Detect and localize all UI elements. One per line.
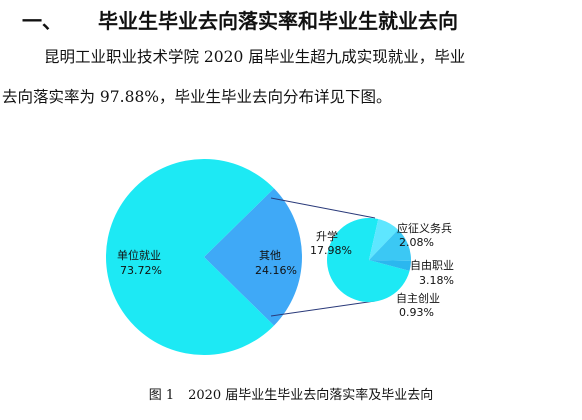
figure-caption-text: 2020 届毕业生毕业去向落实率及毕业去向 xyxy=(188,388,434,403)
label-employment-name: 单位就业 xyxy=(117,248,161,262)
sub-slice-2 xyxy=(369,219,399,260)
label-military-value: 2.08% xyxy=(399,236,434,249)
label-self-employed-value: 0.93% xyxy=(399,306,434,319)
main-pie xyxy=(105,159,302,355)
sub-slice-1 xyxy=(327,217,410,302)
sub-pie xyxy=(327,217,411,302)
main-slice-1 xyxy=(204,188,302,326)
pie-of-pie-chart: 单位就业 73.72% 其他 24.16% 升学 17.98% 应征义务兵 2.… xyxy=(105,159,454,355)
label-further-study-name: 升学 xyxy=(316,229,338,243)
connector-line-bottom xyxy=(270,300,376,317)
paragraph-line-2: 去向落实率为 97.88%，毕业生毕业去向分布详见下图。 xyxy=(2,88,392,106)
section-number: 一、 xyxy=(22,9,62,33)
label-freelance-value: 3.18% xyxy=(419,274,454,287)
main-slice-2 xyxy=(105,159,274,355)
label-self-employed-name: 自主创业 xyxy=(396,292,440,305)
connector-line-top xyxy=(270,197,376,219)
label-other-value: 24.16% xyxy=(255,264,297,277)
sub-slice-4 xyxy=(369,260,411,271)
figure-caption: 图 1 2020 届毕业生毕业去向落实率及毕业去向 xyxy=(0,386,582,406)
label-employment-value: 73.72% xyxy=(120,264,162,277)
label-further-study-value: 17.98% xyxy=(310,244,352,257)
figure-label: 图 1 xyxy=(148,388,175,403)
section-heading: 一、 毕业生毕业去向落实率和毕业生就业去向 xyxy=(22,6,572,36)
sub-slice-3 xyxy=(369,229,411,261)
label-freelance-name: 自由职业 xyxy=(410,258,454,272)
section-title: 毕业生毕业去向落实率和毕业生就业去向 xyxy=(98,9,458,33)
label-other-name: 其他 xyxy=(259,249,281,262)
paragraph-line-1: 昆明工业职业技术学院 2020 届毕业生超九成实现就业，毕业 xyxy=(44,48,466,66)
label-military-name: 应征义务兵 xyxy=(397,221,452,235)
